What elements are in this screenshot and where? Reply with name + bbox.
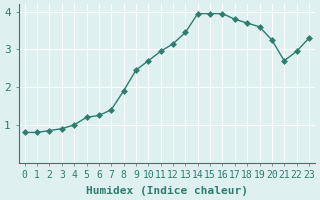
X-axis label: Humidex (Indice chaleur): Humidex (Indice chaleur): [86, 186, 248, 196]
